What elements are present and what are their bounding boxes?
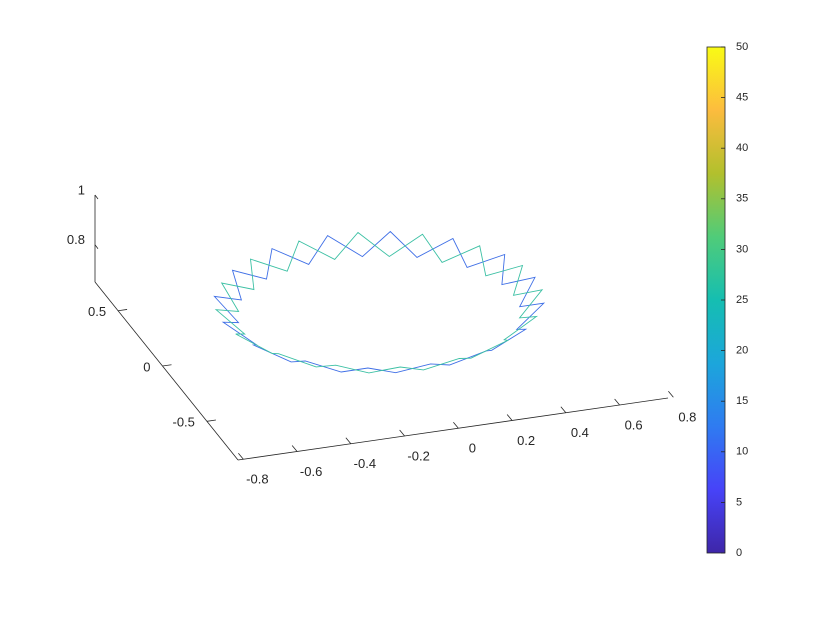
colorbar-tick-label: 0 — [736, 547, 742, 559]
z-tick-label: 0.8 — [67, 232, 85, 247]
x-tick — [614, 398, 620, 406]
colorbar-tick-label: 15 — [736, 395, 748, 407]
colorbar-tick-label: 10 — [736, 446, 748, 458]
x-tick-label: 0.4 — [571, 425, 589, 440]
x-tick-label: 0 — [469, 441, 476, 456]
colorbar-tick-label: 45 — [736, 92, 748, 104]
x-tick-label: 0.2 — [517, 433, 535, 448]
z-tick-label: 1 — [78, 182, 85, 197]
z-tick — [94, 194, 99, 200]
x-tick-label: -0.2 — [407, 448, 429, 463]
y-axis — [94, 281, 239, 461]
x-tick-label: -0.6 — [300, 464, 322, 479]
y-tick-label: 0 — [143, 359, 150, 374]
x-tick-label: 0.6 — [625, 417, 643, 432]
y-tick — [162, 364, 172, 367]
z-tick — [94, 244, 99, 249]
colorbar-tick-label: 5 — [736, 496, 742, 508]
x-tick — [506, 414, 513, 421]
x-tick — [453, 421, 459, 429]
x-tick — [668, 390, 674, 398]
colorbar-tick-label: 30 — [736, 243, 748, 255]
x-tick — [399, 429, 405, 437]
line-3d — [213, 230, 546, 374]
x-tick — [291, 445, 298, 452]
colorbar: 0 5 10 15 20 25 30 35 40 45 50 — [706, 41, 748, 559]
colorbar-tick-label: 35 — [736, 193, 748, 205]
colorbar-tick-label: 25 — [736, 294, 748, 306]
y-tick — [206, 419, 216, 422]
x-axis — [237, 397, 669, 461]
colorbar-tick-label: 20 — [736, 345, 748, 357]
colorbar-tick-label: 50 — [736, 41, 748, 53]
line-3d — [214, 231, 544, 374]
x-tick — [345, 437, 352, 444]
x-tick — [560, 406, 567, 413]
x-tick — [238, 452, 244, 460]
y-tick-label: 0.5 — [88, 304, 106, 319]
x-tick-label: -0.8 — [246, 472, 268, 487]
colorbar-tick-label: 40 — [736, 142, 748, 154]
x-tick-label: 0.8 — [678, 410, 696, 425]
plot-area: -0.8 -0.6 -0.4 -0.2 0 0.2 0.4 0.6 0.8 -0.5 0 0.5 0.8… — [67, 182, 696, 486]
x-tick-label: -0.4 — [354, 456, 376, 471]
y-tick-label: -0.5 — [173, 415, 195, 430]
y-tick — [118, 309, 128, 312]
